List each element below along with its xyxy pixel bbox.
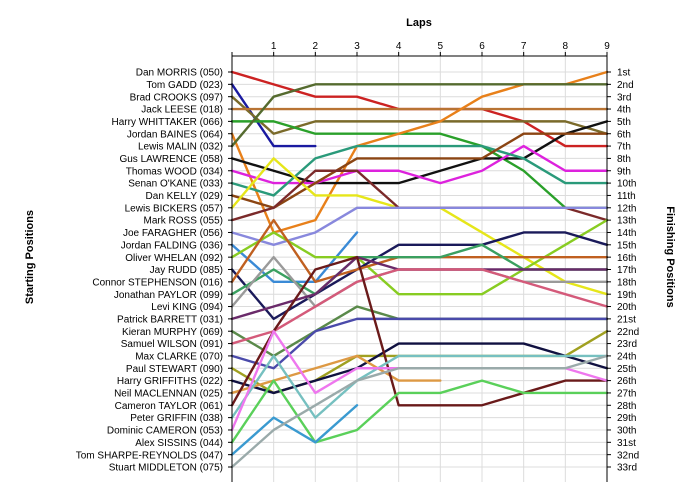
finishing-position-label: 26th bbox=[617, 376, 636, 387]
starting-position-label: Brad CROOKS (097) bbox=[130, 92, 223, 103]
finishing-position-label: 27th bbox=[617, 389, 636, 400]
finishing-position-label: 33rd bbox=[617, 463, 637, 474]
starting-position-label: Joe FARAGHER (056) bbox=[123, 228, 223, 239]
starting-position-label: Thomas WOOD (034) bbox=[126, 166, 223, 177]
starting-position-label: Neil MACLENNAN (025) bbox=[114, 389, 223, 400]
starting-position-label: Dan MORRIS (050) bbox=[136, 68, 223, 79]
starting-position-label: Max CLARKE (070) bbox=[135, 352, 223, 363]
finishing-position-label: 28th bbox=[617, 401, 636, 412]
series-line bbox=[230, 120, 609, 209]
series-line bbox=[230, 83, 317, 148]
series-line bbox=[230, 404, 359, 456]
chart-axes bbox=[228, 52, 611, 482]
series-line bbox=[230, 354, 442, 395]
finishing-position-label: 9th bbox=[617, 166, 631, 177]
starting-position-label: Jordan FALDING (036) bbox=[121, 240, 223, 251]
top-axis-label: Laps bbox=[406, 17, 432, 29]
starting-position-label: Dan KELLY (029) bbox=[146, 191, 223, 202]
starting-position-label: Jay RUDD (085) bbox=[150, 265, 223, 276]
lap-tick-label: 2 bbox=[313, 41, 319, 52]
lap-tick-label: 8 bbox=[563, 41, 569, 52]
finishing-position-label: 3rd bbox=[617, 92, 631, 103]
series-line bbox=[230, 206, 609, 247]
series-line bbox=[230, 231, 609, 321]
finishing-position-label: 5th bbox=[617, 117, 631, 128]
right-axis-label: Finishing Positions bbox=[664, 206, 676, 307]
starting-position-label: Cameron TAYLOR (061) bbox=[115, 401, 223, 412]
series-line bbox=[230, 132, 609, 209]
starting-position-label: Connor STEPHENSON (016) bbox=[92, 277, 223, 288]
starting-position-label: Jack LEESE (018) bbox=[141, 105, 223, 116]
series-line bbox=[230, 268, 609, 345]
finishing-position-label: 14th bbox=[617, 228, 636, 239]
finishing-position-label: 30th bbox=[617, 426, 636, 437]
series-line bbox=[230, 379, 609, 444]
starting-position-label: Senan O'KANE (033) bbox=[128, 179, 223, 190]
starting-position-label: Harry GRIFFITHS (022) bbox=[117, 376, 223, 387]
starting-position-label: Lewis MALIN (032) bbox=[138, 142, 223, 153]
finishing-position-label: 13th bbox=[617, 216, 636, 227]
starting-position-label: Alex SISSINS (044) bbox=[135, 438, 223, 449]
finishing-position-label: 20th bbox=[617, 302, 636, 313]
lap-tick-label: 4 bbox=[396, 41, 402, 52]
starting-position-label: Oliver WHELAN (092) bbox=[125, 253, 223, 264]
finishing-position-label: 4th bbox=[617, 105, 631, 116]
starting-position-label: Jordan BAINES (064) bbox=[127, 129, 223, 140]
finishing-position-label: 19th bbox=[617, 290, 636, 301]
finishing-position-label: 17th bbox=[617, 265, 636, 276]
starting-position-label: Samuel WILSON (091) bbox=[121, 339, 223, 350]
starting-position-label: Jonathan PAYLOR (099) bbox=[114, 290, 223, 301]
series-line bbox=[230, 317, 609, 370]
finishing-position-label: 31st bbox=[617, 438, 636, 449]
starting-position-label: Patrick BARRETT (031) bbox=[117, 314, 223, 325]
lap-tick-label: 6 bbox=[479, 41, 485, 52]
finishing-position-label: 25th bbox=[617, 364, 636, 375]
finishing-position-label: 21st bbox=[617, 314, 636, 325]
finishing-position-label: 7th bbox=[617, 142, 631, 153]
finishing-position-label: 2nd bbox=[617, 80, 634, 91]
lap-tick-label: 3 bbox=[354, 41, 360, 52]
lap-tick-label: 1 bbox=[271, 41, 277, 52]
starting-position-label: Paul STEWART (090) bbox=[126, 364, 223, 375]
series-line bbox=[230, 83, 609, 148]
finishing-position-label: 6th bbox=[617, 129, 631, 140]
finishing-position-label: 22nd bbox=[617, 327, 639, 338]
series-line bbox=[230, 144, 609, 185]
finishing-position-label: 8th bbox=[617, 154, 631, 165]
starting-position-label: Lewis BICKERS (057) bbox=[125, 203, 223, 214]
finishing-position-label: 29th bbox=[617, 413, 636, 424]
lap-tick-label: 7 bbox=[521, 41, 527, 52]
chart-grid bbox=[232, 50, 608, 482]
lap-tick-label: 9 bbox=[604, 41, 610, 52]
chart-labels: 1 2 3 4 5 6 7 8 9 Dan MORRIS (050)Tom GADD (023)B… bbox=[76, 41, 640, 474]
starting-position-label: Stuart MIDDLETON (075) bbox=[109, 463, 223, 474]
starting-position-label: Mark ROSS (055) bbox=[144, 216, 223, 227]
lap-tick-label: 5 bbox=[438, 41, 444, 52]
finishing-position-label: 11th bbox=[617, 191, 636, 202]
finishing-position-label: 32nd bbox=[617, 450, 639, 461]
starting-position-label: Harry WHITTAKER (066) bbox=[112, 117, 224, 128]
left-axis-label: Starting Positions bbox=[24, 210, 36, 304]
starting-position-label: Peter GRIFFIN (038) bbox=[130, 413, 223, 424]
starting-position-label: Levi KING (094) bbox=[151, 302, 223, 313]
finishing-position-label: 10th bbox=[617, 179, 636, 190]
starting-position-label: Tom SHARPE-REYNOLDS (047) bbox=[76, 450, 223, 461]
series-line bbox=[230, 354, 609, 469]
chart-series-lines bbox=[230, 70, 609, 469]
series-line bbox=[230, 255, 609, 407]
finishing-position-label: 1st bbox=[617, 68, 631, 79]
series-line bbox=[230, 354, 609, 419]
starting-position-label: Gus LAWRENCE (058) bbox=[119, 154, 223, 165]
finishing-position-label: 12th bbox=[617, 203, 636, 214]
starting-position-label: Tom GADD (023) bbox=[146, 80, 223, 91]
finishing-position-label: 24th bbox=[617, 352, 636, 363]
finishing-position-label: 23rd bbox=[617, 339, 637, 350]
starting-position-label: Dominic CAMERON (053) bbox=[107, 426, 223, 437]
starting-position-label: Kieran MURPHY (069) bbox=[122, 327, 223, 338]
finishing-position-label: 18th bbox=[617, 277, 636, 288]
finishing-position-label: 15th bbox=[617, 240, 636, 251]
finishing-position-label: 16th bbox=[617, 253, 636, 264]
